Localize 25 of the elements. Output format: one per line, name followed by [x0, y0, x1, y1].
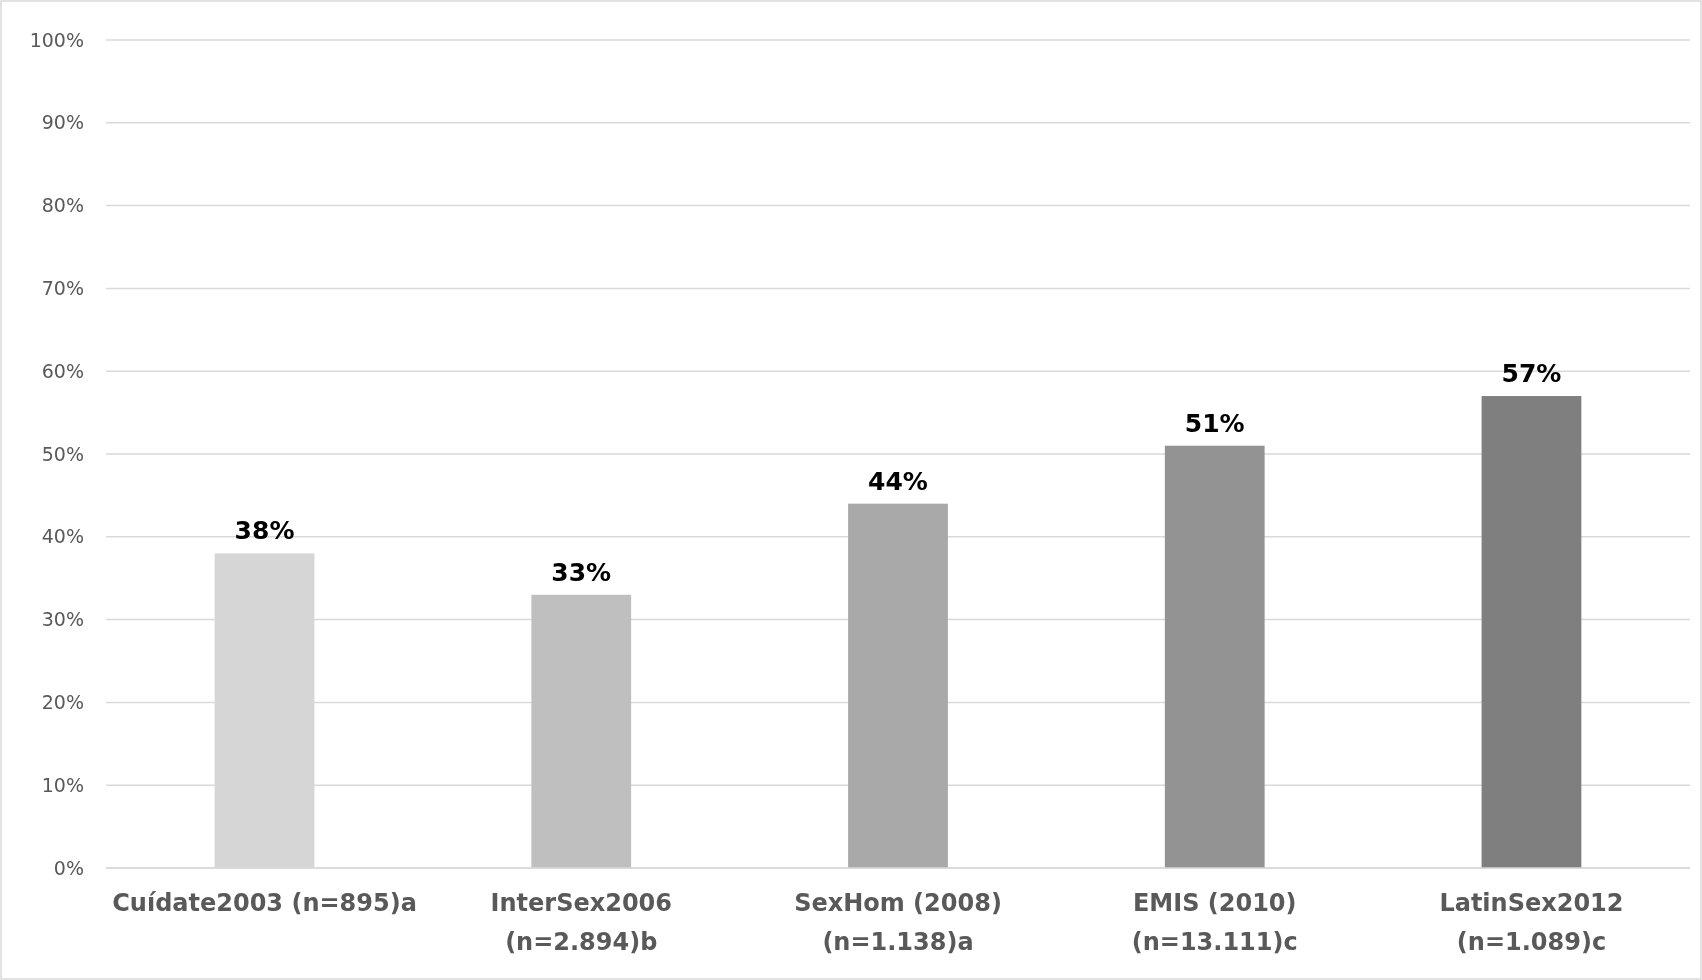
x-tick-label: InterSex2006 (n=2.894)b — [490, 889, 672, 956]
bar — [848, 503, 948, 868]
data-label: 33% — [551, 557, 612, 587]
y-tick-label: 20% — [41, 691, 84, 714]
y-tick-label: 70% — [41, 277, 84, 300]
y-tick-label: 80% — [41, 194, 84, 217]
data-label: 51% — [1184, 408, 1245, 438]
y-tick-label: 90% — [41, 111, 84, 134]
x-tick-label: LatinSex2012 (n=1.089)c — [1439, 889, 1624, 956]
y-tick-label: 0% — [53, 856, 84, 879]
data-label: 38% — [234, 516, 295, 546]
bar — [531, 594, 632, 868]
x-tick-label: SexHom (2008) (n=1.138)a — [794, 889, 1002, 956]
data-label: 44% — [868, 466, 928, 496]
data-label: 57% — [1501, 359, 1562, 389]
x-tick-label: EMIS (2010) (n=13.111)c — [1131, 889, 1298, 956]
y-tick-label: 40% — [41, 525, 84, 548]
y-tick-label: 10% — [41, 773, 84, 796]
x-tick-label: Cuídate2003 (n=895)a — [112, 889, 417, 917]
bar — [1481, 396, 1582, 868]
y-tick-label: 30% — [41, 608, 84, 631]
y-tick-label: 100% — [29, 28, 84, 51]
bar — [1164, 445, 1265, 868]
y-tick-label: 50% — [41, 442, 84, 465]
y-tick-label: 60% — [41, 359, 84, 382]
